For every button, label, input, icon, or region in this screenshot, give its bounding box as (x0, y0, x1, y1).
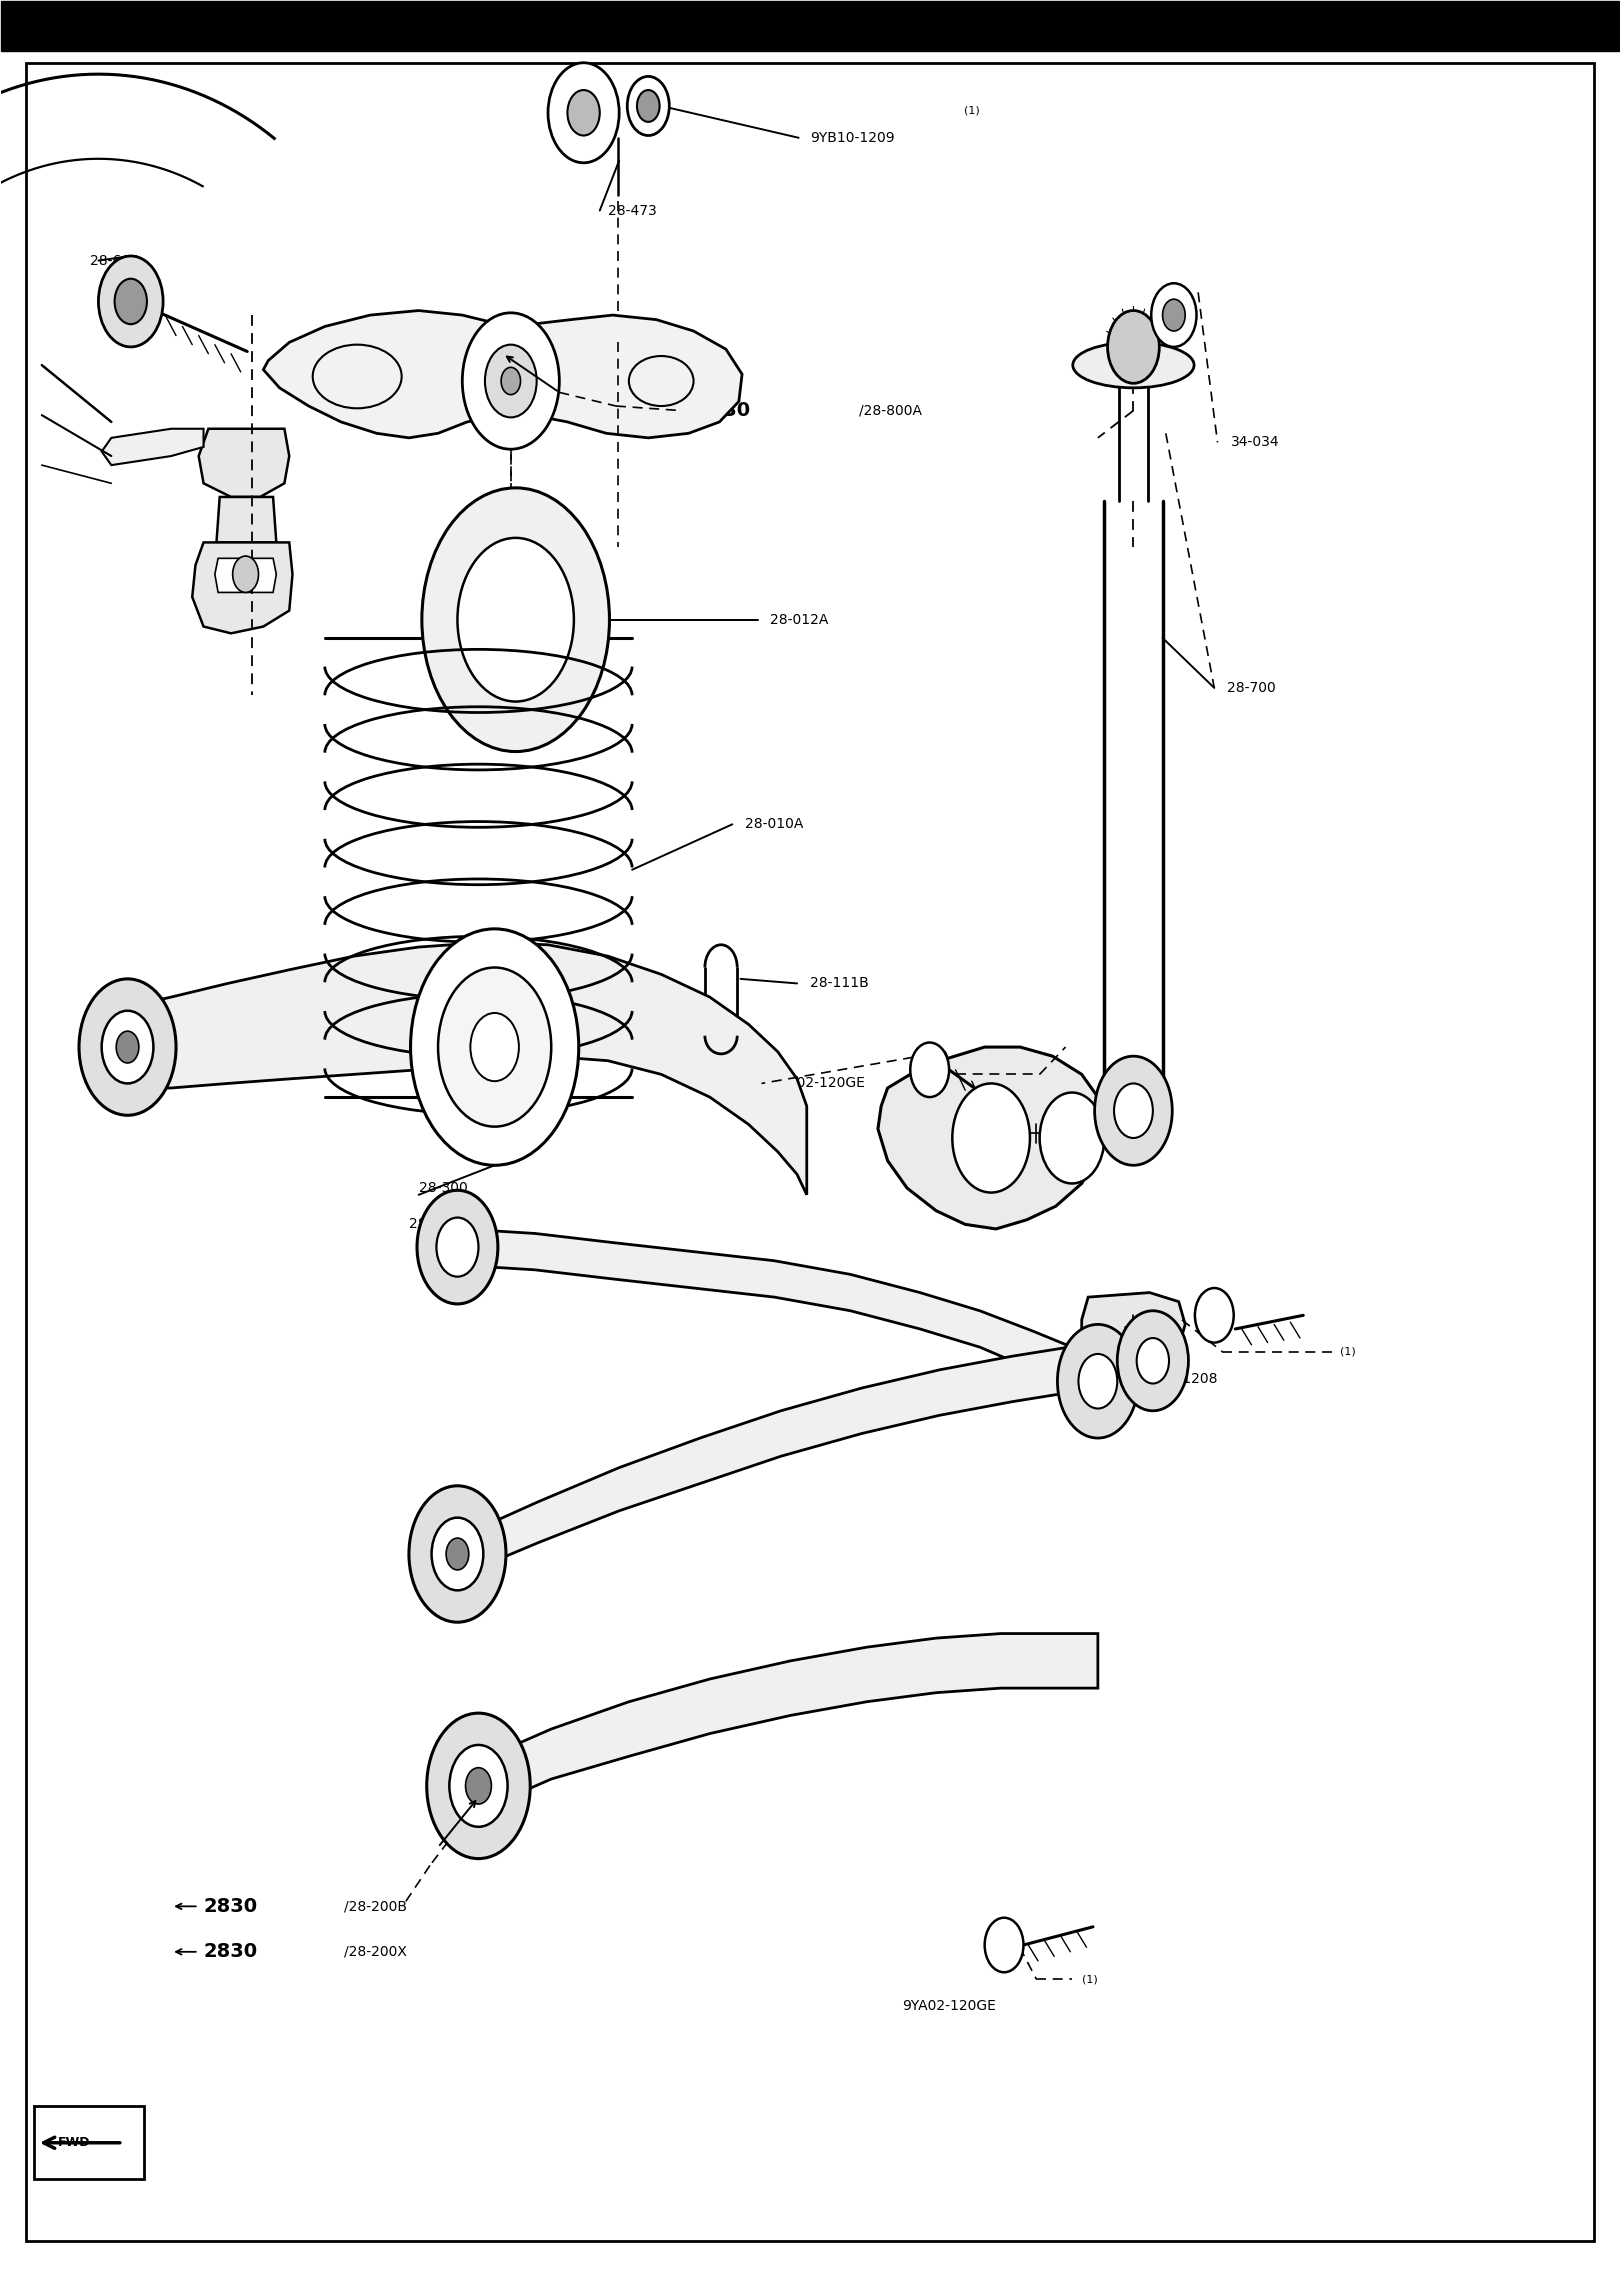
Text: 28-010A: 28-010A (745, 817, 804, 831)
Circle shape (408, 1486, 505, 1623)
Polygon shape (199, 428, 290, 496)
Circle shape (910, 1042, 949, 1097)
Polygon shape (462, 1341, 1153, 1575)
Circle shape (1137, 1338, 1170, 1384)
Circle shape (484, 344, 536, 417)
Circle shape (567, 91, 599, 137)
Circle shape (953, 1083, 1030, 1193)
Text: 9YA02-120GE: 9YA02-120GE (902, 1998, 996, 2014)
Polygon shape (131, 942, 807, 1195)
Text: 34-034: 34-034 (1231, 435, 1280, 448)
Circle shape (1118, 1311, 1189, 1411)
Circle shape (1163, 298, 1186, 330)
Circle shape (1152, 282, 1197, 346)
Circle shape (1196, 1288, 1234, 1343)
Text: 28-111B: 28-111B (810, 976, 868, 990)
Circle shape (426, 1714, 530, 1859)
Text: (1): (1) (964, 105, 980, 116)
Polygon shape (878, 1047, 1105, 1229)
Polygon shape (478, 1634, 1098, 1812)
Circle shape (637, 91, 659, 123)
Polygon shape (217, 496, 277, 542)
Text: FWD: FWD (58, 2137, 91, 2149)
Polygon shape (462, 1229, 1098, 1402)
Text: 9YA02-120GE: 9YA02-120GE (771, 1077, 865, 1090)
Circle shape (117, 1031, 139, 1063)
Text: (1): (1) (1340, 1347, 1356, 1356)
Circle shape (1058, 1325, 1139, 1438)
Text: /28-200X: /28-200X (343, 1944, 407, 1960)
Circle shape (115, 278, 147, 323)
Polygon shape (215, 558, 277, 592)
Text: 28-664: 28-664 (91, 253, 139, 269)
Circle shape (627, 77, 669, 137)
Circle shape (985, 1919, 1024, 1973)
Text: (1): (1) (933, 1052, 949, 1061)
Circle shape (233, 555, 259, 592)
Circle shape (437, 967, 551, 1127)
Polygon shape (473, 965, 543, 1015)
Bar (34, 2105, 144, 2178)
Circle shape (1095, 1056, 1173, 1165)
Circle shape (436, 1218, 478, 1277)
Text: REAR SUSPENSION MECHANISMS: REAR SUSPENSION MECHANISMS (643, 18, 977, 36)
Text: 28-300Z: 28-300Z (408, 1218, 467, 1231)
Text: 9YB10-1209: 9YB10-1209 (810, 130, 894, 146)
Text: 28-300: 28-300 (418, 1181, 468, 1195)
Polygon shape (434, 1798, 518, 1816)
Polygon shape (1082, 1293, 1186, 1361)
Circle shape (470, 1013, 518, 1081)
Circle shape (548, 64, 619, 164)
Text: 2830: 2830 (697, 401, 752, 421)
Text: /28-800A: /28-800A (859, 403, 922, 417)
Circle shape (1108, 310, 1160, 382)
Circle shape (501, 366, 520, 394)
Circle shape (99, 255, 164, 346)
Polygon shape (102, 428, 204, 464)
Circle shape (465, 1768, 491, 1805)
Polygon shape (193, 542, 293, 633)
Circle shape (416, 1190, 497, 1304)
Circle shape (79, 979, 177, 1115)
Circle shape (449, 1746, 507, 1828)
Ellipse shape (1072, 341, 1194, 387)
Text: 2830: 2830 (204, 1941, 258, 1962)
Text: 9YB04-1208: 9YB04-1208 (1134, 1372, 1218, 1386)
Polygon shape (434, 1753, 518, 1771)
Circle shape (410, 929, 578, 1165)
Text: 28-700: 28-700 (1228, 681, 1277, 694)
Circle shape (421, 487, 609, 751)
Text: (1): (1) (1082, 1973, 1097, 1985)
Circle shape (431, 1518, 483, 1591)
Circle shape (102, 1011, 154, 1083)
Text: 28-012A: 28-012A (770, 612, 828, 626)
Circle shape (462, 312, 559, 448)
Circle shape (1040, 1092, 1105, 1184)
Text: 2830: 2830 (204, 1896, 258, 1916)
Circle shape (1115, 1083, 1153, 1138)
Circle shape (446, 1539, 468, 1570)
Polygon shape (264, 310, 742, 437)
Bar (2, 2, 1618, 52)
Circle shape (1079, 1354, 1118, 1409)
Text: /28-200B: /28-200B (343, 1900, 407, 1914)
Text: 28-473: 28-473 (608, 203, 656, 218)
Circle shape (457, 537, 573, 701)
